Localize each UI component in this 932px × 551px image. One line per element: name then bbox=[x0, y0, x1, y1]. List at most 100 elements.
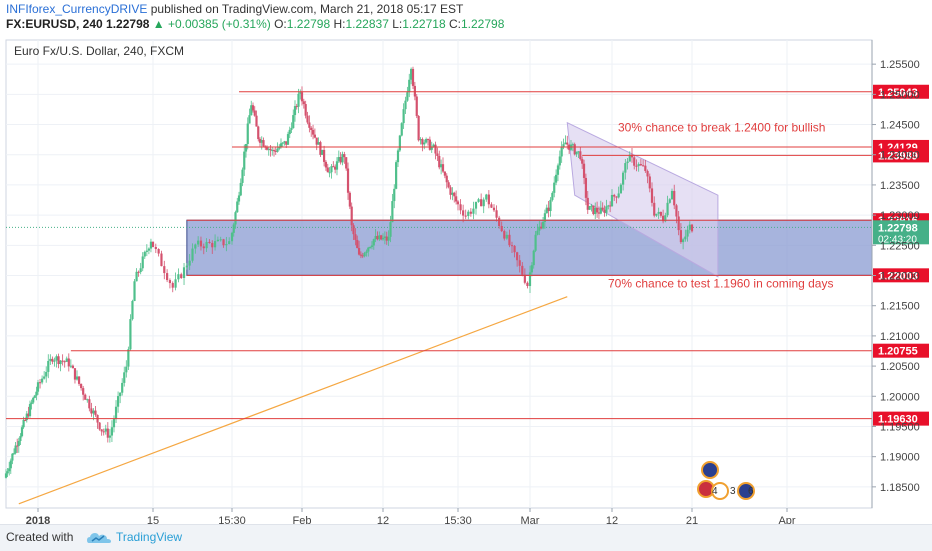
author-link[interactable]: INFIforex_CurrencyDRIVE bbox=[6, 2, 148, 16]
candle-body bbox=[682, 239, 685, 243]
candle-body bbox=[12, 453, 16, 455]
open-value: 1.22798 bbox=[286, 17, 331, 31]
candle-body bbox=[581, 159, 584, 164]
annotations: 30% chance to break 1.2400 for bullish 70… bbox=[608, 121, 833, 291]
price-tag bbox=[873, 84, 929, 99]
candle-body bbox=[673, 190, 676, 206]
candle-body bbox=[225, 244, 228, 246]
candle-body bbox=[449, 187, 452, 195]
candle-body bbox=[112, 418, 116, 428]
footer: Created with TradingView bbox=[0, 524, 932, 551]
candle-body bbox=[558, 156, 561, 166]
price-tag-label: 1.25043 bbox=[878, 87, 918, 99]
candle-body bbox=[615, 196, 618, 198]
candle-body bbox=[365, 251, 368, 254]
candle-body bbox=[177, 274, 180, 280]
candle-body bbox=[370, 245, 374, 247]
candle-body bbox=[482, 199, 485, 207]
candle-body bbox=[216, 239, 219, 242]
open-label: O: bbox=[274, 17, 287, 31]
candle-body bbox=[516, 252, 519, 261]
candle-body bbox=[61, 360, 64, 362]
candle-body bbox=[398, 135, 401, 151]
candle-body bbox=[49, 358, 52, 361]
tradingview-link[interactable]: TradingView bbox=[116, 530, 183, 544]
candle-body bbox=[127, 349, 130, 367]
candle-body bbox=[174, 279, 177, 288]
candle-body bbox=[440, 164, 443, 168]
candle-body bbox=[626, 161, 629, 164]
euro-flag-icon bbox=[701, 461, 719, 479]
candle-body bbox=[655, 213, 658, 216]
candle-body bbox=[534, 234, 537, 251]
candle-body bbox=[601, 207, 604, 210]
candle-body bbox=[456, 201, 460, 205]
tradingview-logo-icon bbox=[87, 533, 111, 543]
candle-body bbox=[594, 207, 597, 215]
candle-body bbox=[510, 245, 514, 247]
candle-body bbox=[236, 201, 239, 213]
candle-body bbox=[82, 388, 85, 395]
candle-body bbox=[498, 217, 501, 226]
candle-body bbox=[292, 115, 295, 129]
candle-body bbox=[32, 397, 35, 403]
candle-body bbox=[451, 192, 454, 195]
candle-body bbox=[518, 260, 521, 266]
candle-body bbox=[354, 234, 357, 240]
candle-body bbox=[630, 154, 634, 158]
event-count: 3 bbox=[730, 486, 736, 497]
candle-body bbox=[389, 222, 392, 237]
candle-body bbox=[265, 147, 269, 150]
candle-body bbox=[123, 372, 126, 383]
candle-body bbox=[222, 239, 225, 246]
candle-body bbox=[617, 193, 620, 198]
candle-body bbox=[171, 283, 174, 288]
candle-body bbox=[610, 194, 614, 207]
candle-body bbox=[262, 140, 265, 147]
candle-body bbox=[255, 115, 258, 127]
candle-body bbox=[313, 134, 316, 138]
candle-body bbox=[464, 215, 467, 217]
candle-body bbox=[57, 356, 60, 365]
candle-body bbox=[410, 68, 413, 80]
candle-body bbox=[92, 410, 95, 414]
candle-body bbox=[467, 211, 470, 217]
candle-body bbox=[335, 161, 339, 170]
candle-body bbox=[472, 208, 475, 214]
candle-body bbox=[267, 148, 270, 150]
candle-body bbox=[219, 239, 222, 241]
candle-body bbox=[310, 127, 313, 130]
candle-body bbox=[322, 149, 326, 162]
candle-body bbox=[205, 241, 208, 249]
candle-body bbox=[147, 248, 150, 251]
candle-body bbox=[485, 194, 488, 200]
candle-body bbox=[276, 148, 279, 152]
candle-body bbox=[272, 150, 276, 152]
publish-line: INFIforex_CurrencyDRIVE published on Tra… bbox=[6, 2, 463, 17]
candle-body bbox=[129, 319, 132, 350]
candle-body bbox=[521, 265, 524, 275]
candle-body bbox=[646, 170, 649, 177]
candle-body bbox=[609, 205, 612, 207]
candle-body bbox=[90, 408, 93, 414]
candle-body bbox=[332, 166, 335, 168]
candle-body bbox=[417, 115, 420, 141]
candle-body bbox=[278, 147, 281, 149]
candle-body bbox=[378, 235, 381, 240]
candle-body bbox=[182, 267, 186, 278]
chart-background bbox=[0, 36, 932, 524]
candle-body bbox=[628, 154, 631, 162]
candle-body bbox=[143, 251, 146, 257]
candle-body bbox=[541, 221, 545, 229]
candle-body bbox=[230, 232, 234, 242]
candle-body bbox=[453, 192, 456, 197]
candle-body bbox=[71, 365, 75, 369]
price-tag bbox=[873, 268, 929, 283]
candle-body bbox=[619, 184, 622, 194]
price-chart[interactable]: 1.250431.241291.239891.229161.220031.207… bbox=[0, 36, 932, 524]
candle-body bbox=[237, 195, 241, 202]
candle-body bbox=[288, 129, 291, 135]
candle-body bbox=[436, 153, 439, 156]
candle-body bbox=[395, 162, 398, 189]
candle-body bbox=[421, 139, 424, 145]
